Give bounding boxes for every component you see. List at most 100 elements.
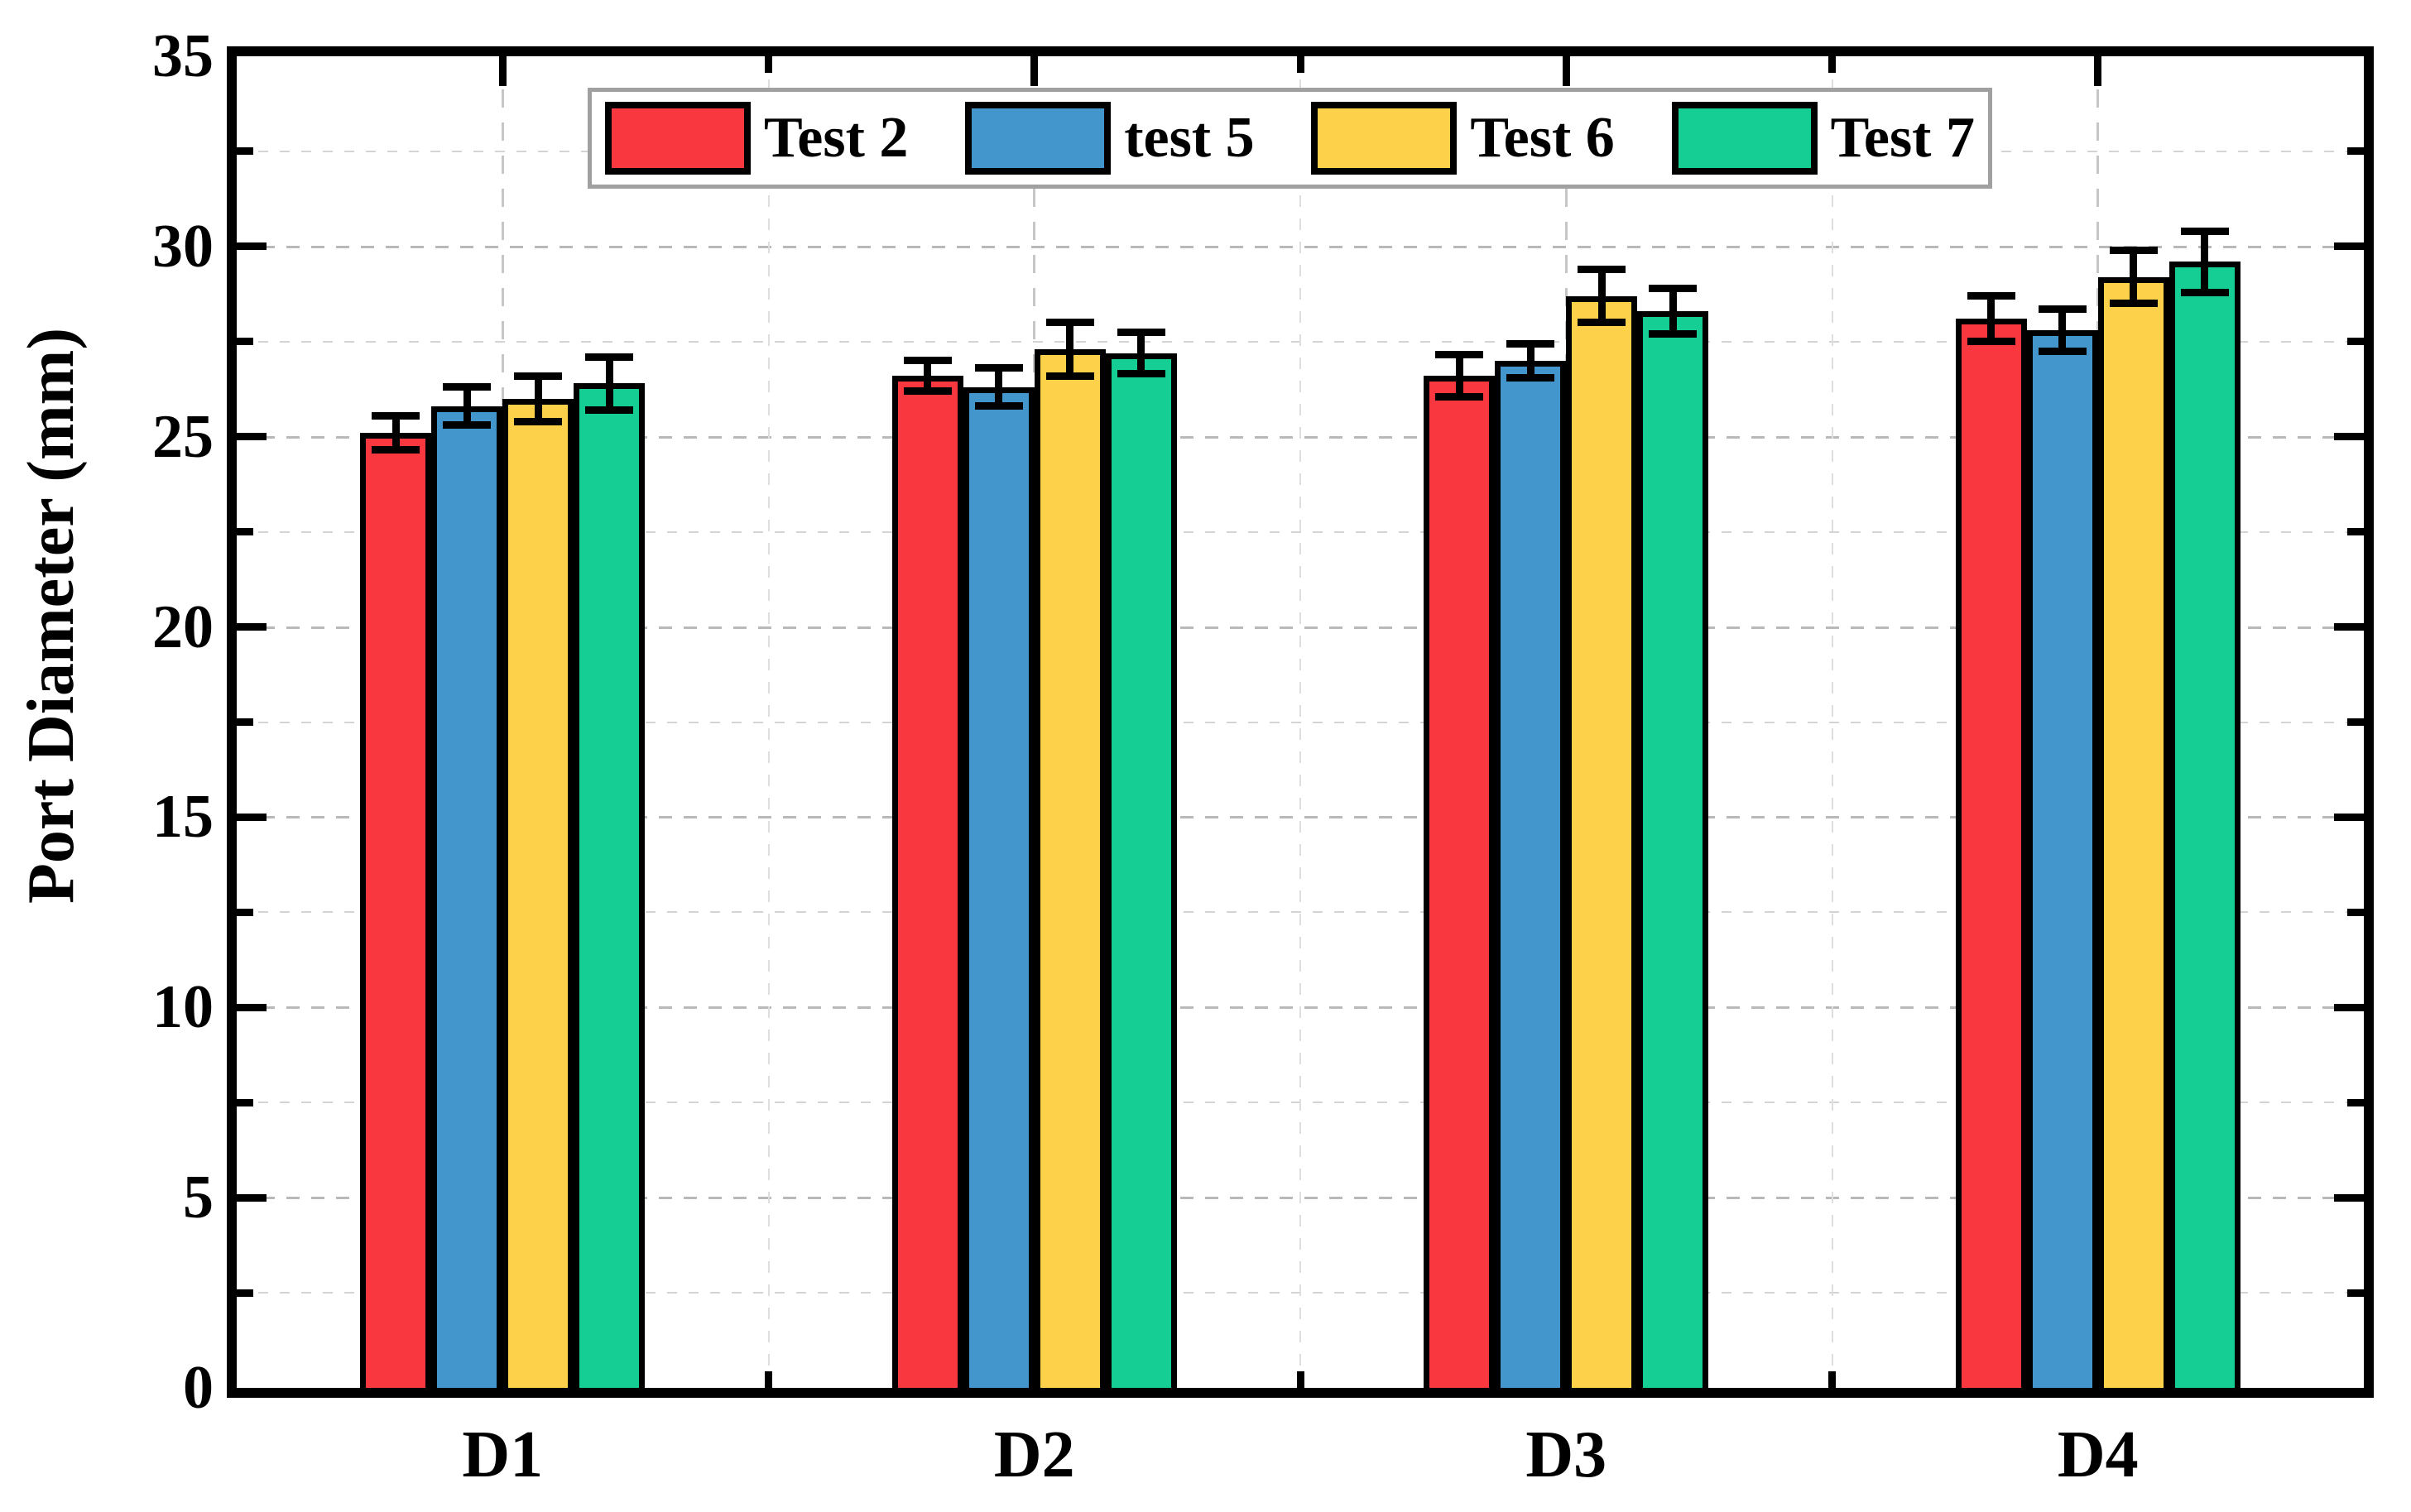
y-axis-tick-major xyxy=(2334,433,2364,441)
legend-label: test 5 xyxy=(1124,106,1255,170)
error-bar-cap xyxy=(1435,392,1484,401)
y-tick-label-0: 0 xyxy=(183,1354,214,1422)
y-axis-tick-minor xyxy=(237,718,253,726)
error-bar-line xyxy=(924,360,932,391)
error-bar-line xyxy=(1455,354,1463,397)
legend-item-test-6: Test 6 xyxy=(1311,102,1615,175)
bar-test-2-d1 xyxy=(360,433,432,1388)
y-tick-label-35: 35 xyxy=(152,22,214,90)
legend-item-test-5: test 5 xyxy=(965,102,1255,175)
bar-test-6-d1 xyxy=(502,398,574,1388)
y-axis-tick-minor xyxy=(237,908,253,916)
error-bar-cap xyxy=(443,421,492,430)
y-axis-tick-minor xyxy=(237,338,253,346)
legend: Test 2 test 5 Test 6 Test 7 xyxy=(588,88,1992,189)
error-bar-cap xyxy=(2180,288,2229,296)
y-axis-tick-major xyxy=(237,813,267,821)
bar-test-7-d1 xyxy=(574,383,646,1388)
error-bar-cap xyxy=(1967,338,2015,346)
error-bar-line xyxy=(995,367,1003,406)
error-bar-cap xyxy=(1578,265,1626,273)
error-bar-line xyxy=(2130,250,2138,304)
bar-test-2-d4 xyxy=(1955,319,2027,1388)
y-axis-tick-major xyxy=(2334,1193,2364,1202)
legend-swatch-test-7 xyxy=(1671,102,1818,175)
x-category-label-d3: D3 xyxy=(1525,1418,1607,1491)
error-bar-cap xyxy=(372,411,420,420)
y-axis-tick-minor xyxy=(2347,338,2364,346)
error-bar-cap xyxy=(1506,339,1555,348)
legend-label: Test 2 xyxy=(764,106,909,170)
legend-label: Test 6 xyxy=(1470,106,1615,170)
error-bar-line xyxy=(1526,343,1534,378)
bar-test-6-d4 xyxy=(2097,276,2169,1388)
bar-test-5-d4 xyxy=(2026,329,2098,1388)
error-bar-cap xyxy=(974,402,1023,410)
error-bar-cap xyxy=(903,387,952,396)
y-axis-tick-minor xyxy=(2347,718,2364,726)
error-bar-line xyxy=(534,376,542,422)
error-bar-cap xyxy=(1045,372,1094,380)
error-bar-cap xyxy=(514,372,563,380)
x-axis-tick-minor xyxy=(1296,56,1304,73)
error-bar-cap xyxy=(2038,347,2087,355)
error-bar-cap xyxy=(443,383,492,391)
x-category-label-d2: D2 xyxy=(993,1418,1075,1491)
error-bar-cap xyxy=(2038,305,2087,314)
error-bar-cap xyxy=(903,357,952,365)
bar-test-7-d4 xyxy=(2168,262,2241,1388)
y-axis-tick-major xyxy=(237,1003,267,1011)
legend-item-test-7: Test 7 xyxy=(1671,102,1975,175)
legend-swatch-test-2 xyxy=(605,102,751,175)
x-axis-tick-major xyxy=(498,56,507,86)
plot-area xyxy=(237,56,2364,1388)
error-bar-cap xyxy=(1506,373,1555,382)
y-axis-tick-major xyxy=(2334,623,2364,631)
bar-test-5-d3 xyxy=(1495,360,1567,1388)
error-bar-cap xyxy=(974,364,1023,372)
y-axis-tick-major xyxy=(237,623,267,631)
legend-swatch-test-6 xyxy=(1311,102,1458,175)
y-tick-label-10: 10 xyxy=(152,973,214,1042)
error-bar-cap xyxy=(1649,330,1698,338)
error-bar-line xyxy=(2201,231,2209,292)
error-bar-line xyxy=(605,357,613,410)
v-gridline-minor xyxy=(1831,56,1833,1388)
error-bar-cap xyxy=(585,406,634,415)
error-bar-cap xyxy=(372,446,420,454)
legend-item-test-2: Test 2 xyxy=(605,102,908,175)
y-axis-tick-minor xyxy=(2347,908,2364,916)
error-bar-cap xyxy=(1967,292,2015,300)
y-axis-tick-major xyxy=(237,433,267,441)
x-axis-tick-major xyxy=(1030,56,1039,86)
error-bar-line xyxy=(463,386,471,425)
y-axis-tick-minor xyxy=(2347,1098,2364,1106)
y-axis-tick-major xyxy=(237,1193,267,1202)
x-axis-tick-minor xyxy=(1828,56,1836,73)
error-bar-cap xyxy=(585,353,634,361)
error-bar-cap xyxy=(1045,319,1094,327)
y-axis-tick-major xyxy=(2334,242,2364,251)
y-tick-label-25: 25 xyxy=(152,402,214,471)
y-tick-label-15: 15 xyxy=(152,783,214,852)
v-gridline-minor xyxy=(1299,56,1301,1388)
x-axis-tick-minor xyxy=(1828,1371,1836,1388)
error-bar-line xyxy=(2058,309,2067,352)
x-axis-tick-minor xyxy=(1296,1371,1304,1388)
y-tick-label-20: 20 xyxy=(152,593,214,661)
y-axis-tick-minor xyxy=(2347,147,2364,156)
y-tick-label-30: 30 xyxy=(152,212,214,281)
y-axis-tick-minor xyxy=(2347,528,2364,536)
plot-frame xyxy=(227,46,2374,1398)
error-bar-line xyxy=(1137,332,1145,374)
error-bar-cap xyxy=(1649,284,1698,292)
x-axis-tick-major xyxy=(2094,56,2102,86)
error-bar-line xyxy=(1066,322,1074,377)
error-bar-cap xyxy=(514,417,563,425)
y-axis-tick-major xyxy=(2334,813,2364,821)
y-axis-tick-major xyxy=(2334,1003,2364,1011)
x-axis-tick-minor xyxy=(765,56,772,73)
error-bar-cap xyxy=(1117,328,1165,336)
bar-test-6-d3 xyxy=(1566,295,1638,1388)
